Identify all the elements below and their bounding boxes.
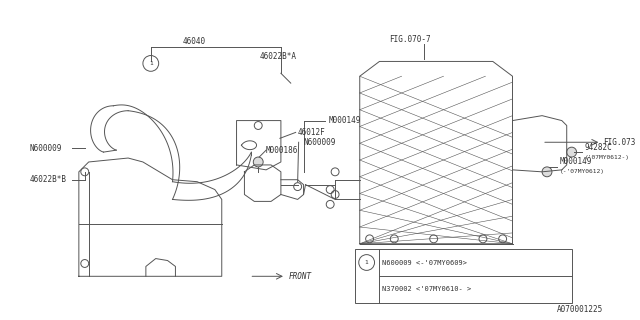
Circle shape [359, 255, 374, 270]
Text: FRONT: FRONT [289, 272, 312, 281]
Text: 1: 1 [365, 260, 369, 265]
Bar [355, 249, 572, 303]
Text: 46040: 46040 [182, 37, 205, 46]
Text: 46022B*A: 46022B*A [259, 52, 296, 61]
Text: (-'07MY0612): (-'07MY0612) [560, 169, 605, 174]
Circle shape [567, 147, 577, 157]
Text: N370002 <'07MY0610- >: N370002 <'07MY0610- > [383, 286, 472, 292]
Text: N600009: N600009 [303, 138, 336, 147]
Text: FIG.073: FIG.073 [603, 138, 636, 147]
Text: M000149: M000149 [560, 157, 592, 166]
Text: 1: 1 [149, 61, 153, 66]
Text: N600009: N600009 [29, 144, 62, 153]
Text: N600009 <-'07MY0609>: N600009 <-'07MY0609> [383, 260, 467, 266]
Circle shape [253, 157, 263, 167]
Text: 46012F: 46012F [298, 128, 325, 137]
Text: ('07MY0612-): ('07MY0612-) [584, 155, 630, 160]
Text: M000149: M000149 [328, 116, 360, 125]
Text: FIG.070-7: FIG.070-7 [389, 35, 431, 44]
Text: M000186: M000186 [266, 146, 298, 155]
Circle shape [143, 56, 159, 71]
Text: 46022B*B: 46022B*B [29, 175, 67, 184]
Text: A070001225: A070001225 [557, 305, 603, 314]
Text: 94282C: 94282C [584, 143, 612, 152]
Circle shape [542, 167, 552, 177]
